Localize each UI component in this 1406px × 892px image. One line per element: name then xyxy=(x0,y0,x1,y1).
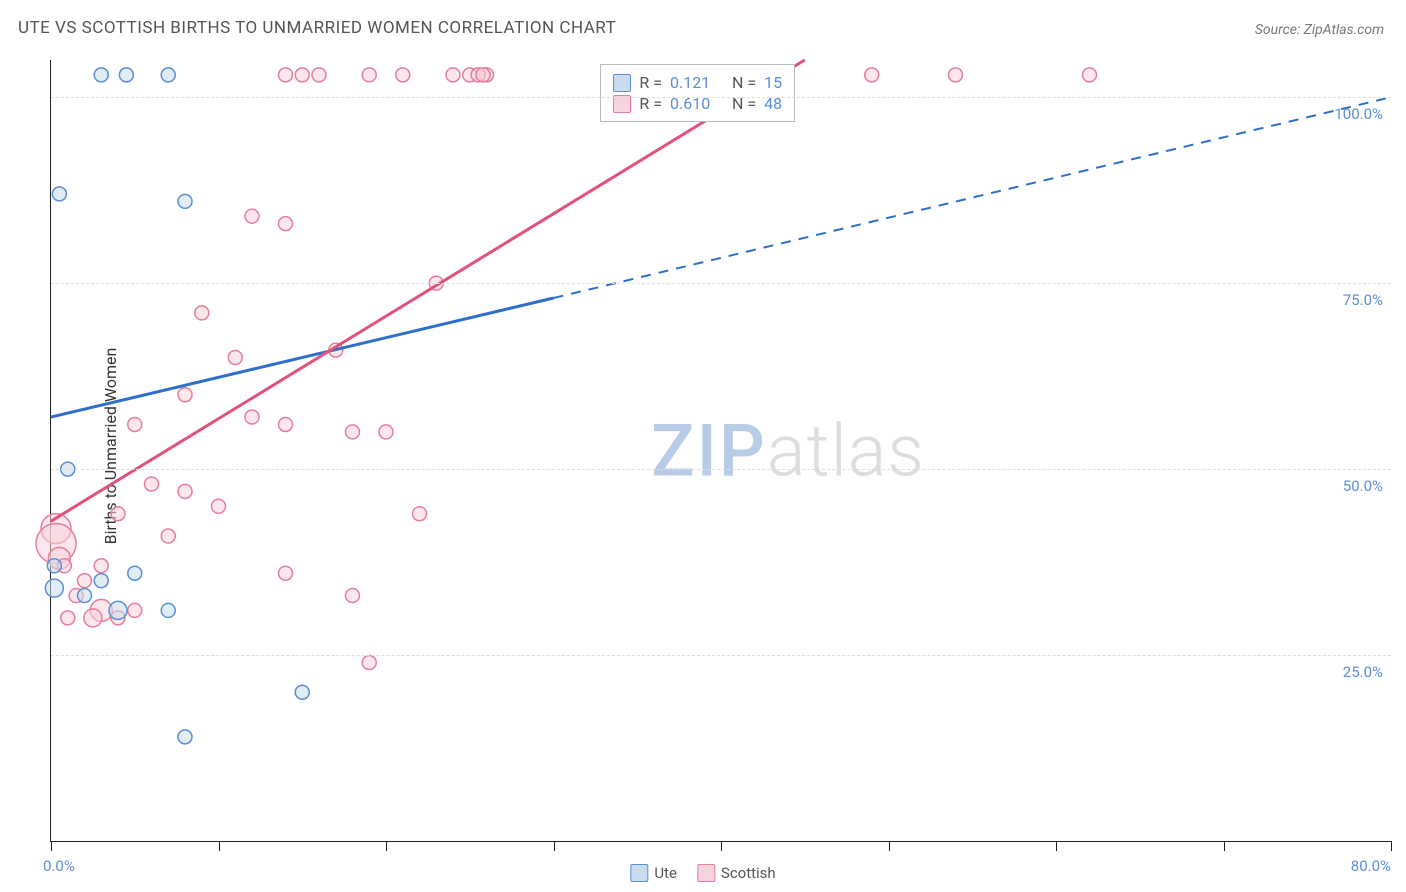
x-tick xyxy=(51,841,52,851)
scottish-point xyxy=(161,529,175,543)
ute-point xyxy=(94,68,108,82)
scottish-point xyxy=(84,609,102,627)
x-tick xyxy=(721,841,722,851)
ute-point xyxy=(178,730,192,744)
legend-item: Scottish xyxy=(697,864,776,882)
scottish-point xyxy=(78,574,92,588)
scottish-point xyxy=(362,68,376,82)
scottish-point xyxy=(111,507,125,521)
y-tick-label: 25.0% xyxy=(1343,663,1383,681)
chart-title: UTE VS SCOTTISH BIRTHS TO UNMARRIED WOME… xyxy=(18,18,616,38)
legend-swatch xyxy=(613,74,631,92)
x-tick-label-max: 80.0% xyxy=(1351,857,1391,875)
ute-point xyxy=(52,187,66,201)
x-tick xyxy=(889,841,890,851)
scottish-point xyxy=(245,209,259,223)
ute-point xyxy=(109,601,127,619)
ute-point xyxy=(161,603,175,617)
scottish-point xyxy=(128,603,142,617)
scottish-point xyxy=(178,388,192,402)
scottish-point xyxy=(346,589,360,603)
legend-row: R = 0.121 N = 15 xyxy=(613,73,782,92)
gridline-h xyxy=(51,655,1391,656)
legend-r-val: 0.121 xyxy=(670,73,724,92)
scottish-point xyxy=(1083,68,1097,82)
x-tick xyxy=(1056,841,1057,851)
scottish-point xyxy=(279,566,293,580)
plot-svg xyxy=(51,60,1391,841)
scottish-point xyxy=(61,611,75,625)
source-label: Source: ZipAtlas.com xyxy=(1255,22,1384,38)
ute-trendline-ext xyxy=(554,97,1392,298)
legend-label: Ute xyxy=(654,864,677,882)
scottish-point xyxy=(379,425,393,439)
legend-n-label: N = xyxy=(732,73,756,92)
scottish-point xyxy=(128,417,142,431)
scottish-point xyxy=(476,68,490,82)
x-tick xyxy=(554,841,555,851)
scottish-point xyxy=(195,306,209,320)
ute-point xyxy=(161,68,175,82)
scottish-point xyxy=(94,559,108,573)
gridline-h xyxy=(51,97,1391,98)
gridline-h xyxy=(51,283,1391,284)
x-tick xyxy=(219,841,220,851)
scottish-point xyxy=(279,417,293,431)
chart-plot-area: ZIPatlas R = 0.121 N = 15R = 0.610 N = 4… xyxy=(50,60,1391,842)
scottish-point xyxy=(949,68,963,82)
scottish-point xyxy=(446,68,460,82)
legend-r-label: R = xyxy=(639,73,662,92)
scottish-trendline xyxy=(51,60,805,521)
ute-point xyxy=(295,685,309,699)
series-legend: Ute Scottish xyxy=(630,864,775,882)
ute-point xyxy=(178,194,192,208)
scottish-point xyxy=(865,68,879,82)
y-tick-label: 100.0% xyxy=(1334,105,1383,123)
ute-point xyxy=(78,589,92,603)
y-tick-label: 50.0% xyxy=(1343,477,1383,495)
x-tick-label-min: 0.0% xyxy=(43,857,75,875)
legend-item: Ute xyxy=(630,864,677,882)
scottish-point xyxy=(279,68,293,82)
scottish-point xyxy=(228,351,242,365)
scottish-point xyxy=(145,477,159,491)
legend-swatch xyxy=(630,864,648,882)
ute-point xyxy=(47,559,61,573)
ute-point xyxy=(128,566,142,580)
scottish-point xyxy=(212,499,226,513)
scottish-point xyxy=(362,655,376,669)
scottish-point xyxy=(178,484,192,498)
scottish-point xyxy=(312,68,326,82)
legend-swatch xyxy=(697,864,715,882)
gridline-h xyxy=(51,469,1391,470)
legend-n-val: 15 xyxy=(764,73,782,92)
legend-label: Scottish xyxy=(721,864,776,882)
ute-point xyxy=(94,574,108,588)
ute-trendline xyxy=(51,298,554,417)
x-tick xyxy=(386,841,387,851)
ute-point xyxy=(119,68,133,82)
correlation-legend: R = 0.121 N = 15R = 0.610 N = 48 xyxy=(600,64,795,122)
scottish-point xyxy=(346,425,360,439)
scottish-point xyxy=(295,68,309,82)
x-tick xyxy=(1224,841,1225,851)
scottish-point xyxy=(279,217,293,231)
scottish-point xyxy=(245,410,259,424)
y-tick-label: 75.0% xyxy=(1343,291,1383,309)
x-tick xyxy=(1391,841,1392,851)
scottish-point xyxy=(396,68,410,82)
scottish-point xyxy=(413,507,427,521)
ute-point xyxy=(45,579,63,597)
